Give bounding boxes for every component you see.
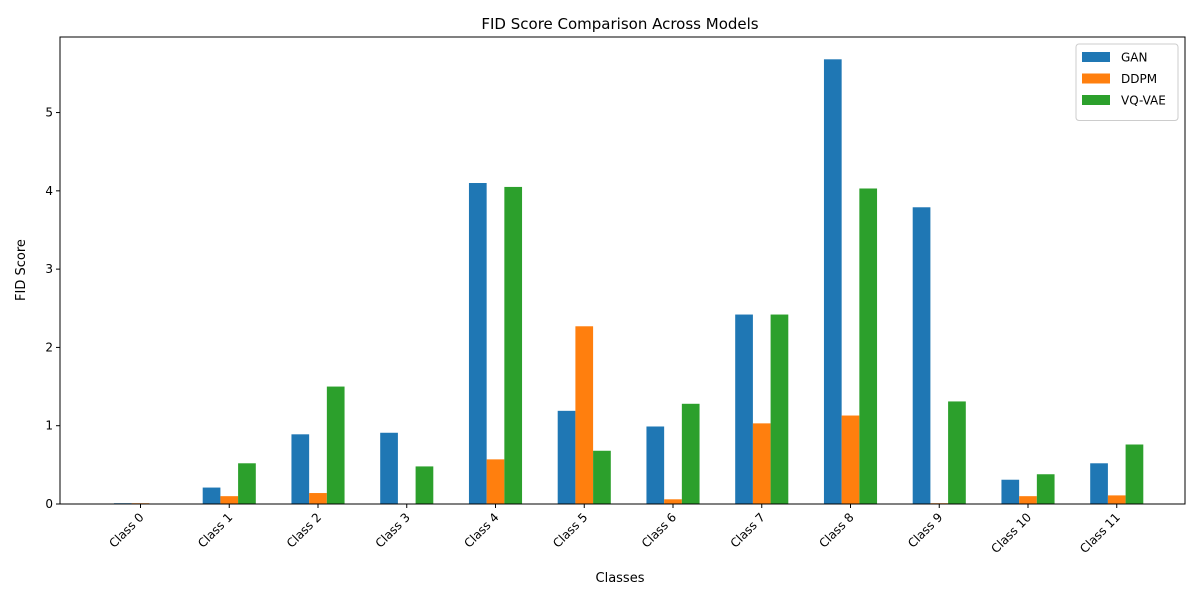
bar-ddpm-4 xyxy=(486,459,505,504)
bar-vq-vae-1 xyxy=(238,463,256,504)
bar-vq-vae-6 xyxy=(681,403,700,504)
bar-ddpm-8 xyxy=(841,415,860,504)
bar-gan-11 xyxy=(1090,463,1108,504)
y-tick-label-1: 1 xyxy=(45,419,53,433)
bar-vq-vae-4 xyxy=(504,186,523,504)
y-tick-label-0: 0 xyxy=(45,497,53,511)
bar-vq-vae-2 xyxy=(326,386,345,504)
bar-gan-5 xyxy=(557,410,576,504)
bar-gan-7 xyxy=(735,314,753,504)
axes-frame xyxy=(59,36,1186,505)
legend-label-1: DDPM xyxy=(1121,72,1157,86)
bar-ddpm-11 xyxy=(1107,495,1126,504)
y-axis-label: FID Score xyxy=(14,239,29,301)
bar-ddpm-6 xyxy=(664,499,682,504)
bar-vq-vae-10 xyxy=(1036,474,1055,504)
bar-gan-10 xyxy=(1001,479,1020,504)
legend-label-2: VQ-VAE xyxy=(1121,94,1166,108)
bar-ddpm-1 xyxy=(220,496,239,504)
bar-gan-8 xyxy=(823,59,842,505)
bar-ddpm-10 xyxy=(1019,496,1037,504)
legend-swatch-1 xyxy=(1082,73,1110,84)
bar-gan-2 xyxy=(291,434,310,504)
x-axis-label: Classes xyxy=(596,571,645,586)
bar-vq-vae-5 xyxy=(593,450,611,504)
bar-ddpm-5 xyxy=(575,326,594,504)
chart-title: FID Score Comparison Across Models xyxy=(481,15,758,33)
bar-vq-vae-3 xyxy=(415,466,434,504)
legend-swatch-2 xyxy=(1082,95,1110,105)
bar-gan-6 xyxy=(646,426,665,504)
legend-label-0: GAN xyxy=(1121,51,1147,65)
legend-swatch-0 xyxy=(1082,52,1110,62)
bar-vq-vae-7 xyxy=(770,314,789,504)
bar-gan-9 xyxy=(912,207,931,504)
y-tick-label-3: 3 xyxy=(45,262,53,276)
legend: GAN DDPM VQ-VAE xyxy=(1075,43,1179,121)
y-tick-label-5: 5 xyxy=(45,106,53,120)
bar-ddpm-7 xyxy=(752,423,771,504)
y-tick-label-4: 4 xyxy=(45,184,53,198)
bar-vq-vae-8 xyxy=(859,188,878,505)
bar-gan-1 xyxy=(202,487,221,504)
bar-gan-3 xyxy=(380,432,398,504)
bar-vq-vae-9 xyxy=(948,401,966,504)
y-tick-label-2: 2 xyxy=(45,340,53,354)
bar-gan-4 xyxy=(468,183,487,504)
bar-vq-vae-11 xyxy=(1125,444,1144,504)
bar-ddpm-2 xyxy=(309,493,327,504)
